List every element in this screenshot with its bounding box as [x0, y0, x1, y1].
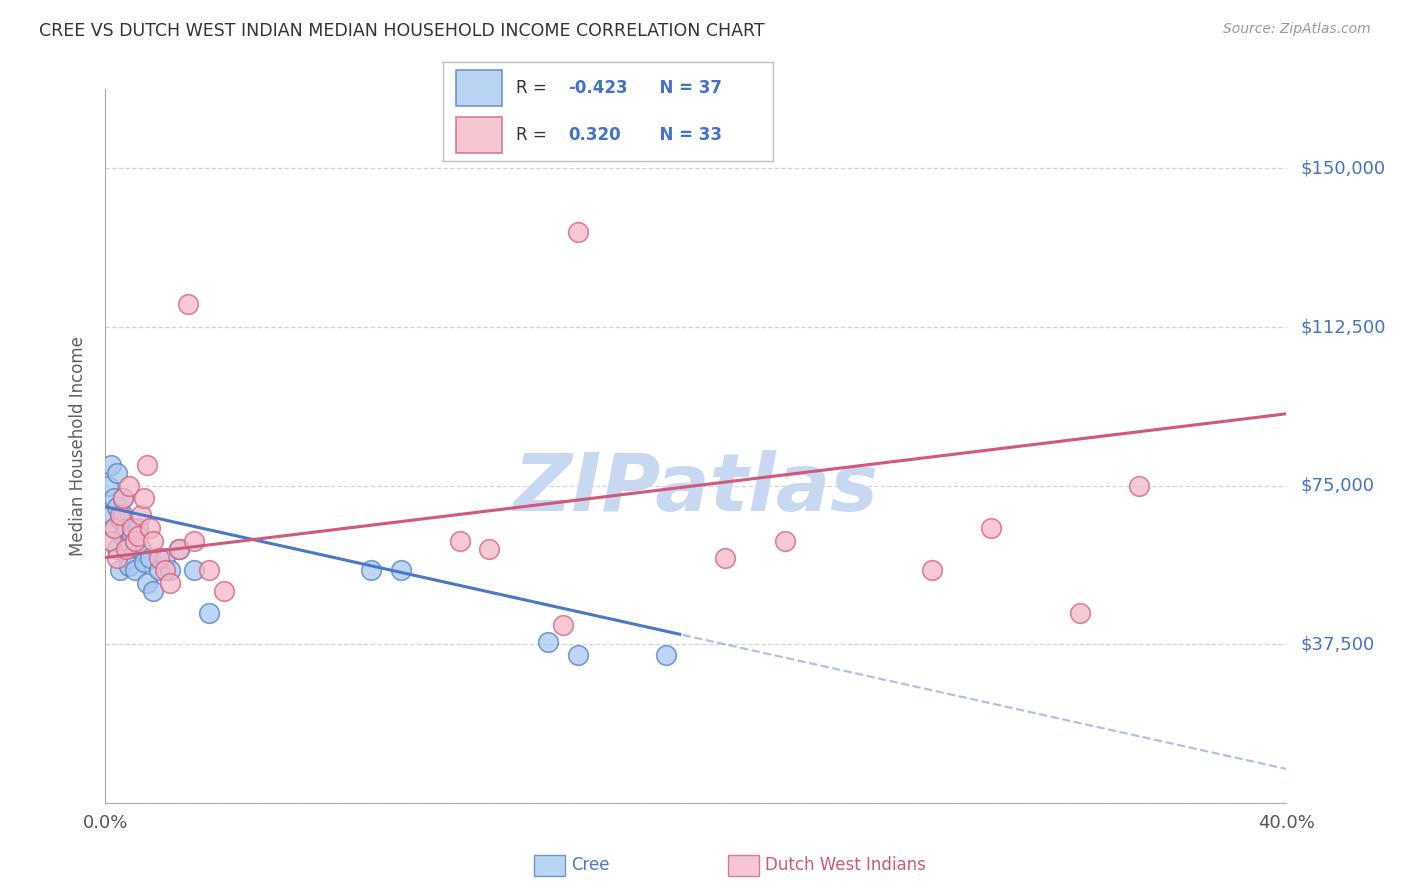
Point [105, 550, 128, 565]
FancyBboxPatch shape [456, 70, 502, 105]
Point [124, 533, 146, 548]
Point [105, 542, 128, 557]
Point [169, 542, 191, 557]
Point [115, 542, 138, 557]
Text: ZIPatlas: ZIPatlas [513, 450, 879, 528]
Point [103, 491, 125, 506]
Point [129, 508, 152, 523]
Point [135, 458, 157, 472]
Point [153, 563, 176, 577]
Point [112, 491, 135, 506]
Text: $75,000: $75,000 [1301, 476, 1375, 495]
Point [389, 563, 412, 577]
FancyBboxPatch shape [456, 118, 502, 153]
Point [132, 555, 155, 569]
Point [551, 618, 574, 632]
Y-axis label: Median Household Income: Median Household Income [69, 336, 87, 556]
Point [197, 563, 219, 577]
Point [112, 508, 135, 523]
Point [124, 533, 146, 548]
Point [127, 521, 149, 535]
Point [124, 563, 146, 577]
Point [138, 550, 160, 565]
Point [121, 521, 143, 535]
Point [100, 533, 122, 548]
Point [132, 491, 155, 506]
Text: R =: R = [516, 79, 551, 97]
Text: N = 33: N = 33 [648, 126, 721, 144]
Point [100, 458, 122, 472]
Point [360, 563, 382, 577]
Point [567, 225, 589, 239]
Point [138, 521, 160, 535]
Point [118, 550, 141, 565]
Text: R =: R = [516, 126, 557, 144]
Point [129, 542, 152, 557]
Point [110, 508, 132, 523]
Point [183, 563, 205, 577]
Point [127, 529, 149, 543]
Point [449, 533, 471, 548]
Point [118, 478, 141, 492]
Point [980, 521, 1002, 535]
Text: Source: ZipAtlas.com: Source: ZipAtlas.com [1223, 22, 1371, 37]
Point [115, 521, 138, 535]
Point [112, 529, 135, 543]
Text: N = 37: N = 37 [648, 79, 721, 97]
Point [142, 584, 165, 599]
Text: -0.423: -0.423 [568, 79, 628, 97]
Point [103, 521, 125, 535]
Point [212, 584, 235, 599]
Point [1069, 606, 1091, 620]
Point [921, 563, 943, 577]
Point [112, 491, 135, 506]
Text: Dutch West Indians: Dutch West Indians [765, 856, 925, 874]
Point [115, 542, 138, 557]
Point [478, 542, 501, 557]
Point [183, 533, 205, 548]
Point [1128, 478, 1150, 492]
Point [100, 508, 122, 523]
Point [110, 563, 132, 577]
Text: $112,500: $112,500 [1301, 318, 1386, 336]
Point [110, 512, 132, 526]
Point [121, 529, 143, 543]
Point [159, 575, 181, 590]
Point [567, 648, 589, 662]
Text: $150,000: $150,000 [1301, 160, 1385, 178]
Point [153, 550, 176, 565]
Point [103, 521, 125, 535]
Point [714, 550, 737, 565]
Point [105, 500, 128, 514]
Point [159, 563, 181, 577]
Point [655, 648, 678, 662]
Point [773, 533, 796, 548]
Text: CREE VS DUTCH WEST INDIAN MEDIAN HOUSEHOLD INCOME CORRELATION CHART: CREE VS DUTCH WEST INDIAN MEDIAN HOUSEHO… [39, 22, 765, 40]
Text: 0.320: 0.320 [568, 126, 621, 144]
Point [118, 559, 141, 574]
Point [97, 478, 120, 492]
Point [197, 606, 219, 620]
Point [177, 297, 200, 311]
Text: Cree: Cree [571, 856, 609, 874]
Point [537, 635, 560, 649]
Point [105, 466, 128, 480]
Point [148, 550, 170, 565]
Text: $37,500: $37,500 [1301, 635, 1375, 653]
Point [169, 542, 191, 557]
Point [135, 575, 157, 590]
Point [142, 533, 165, 548]
Point [148, 563, 170, 577]
